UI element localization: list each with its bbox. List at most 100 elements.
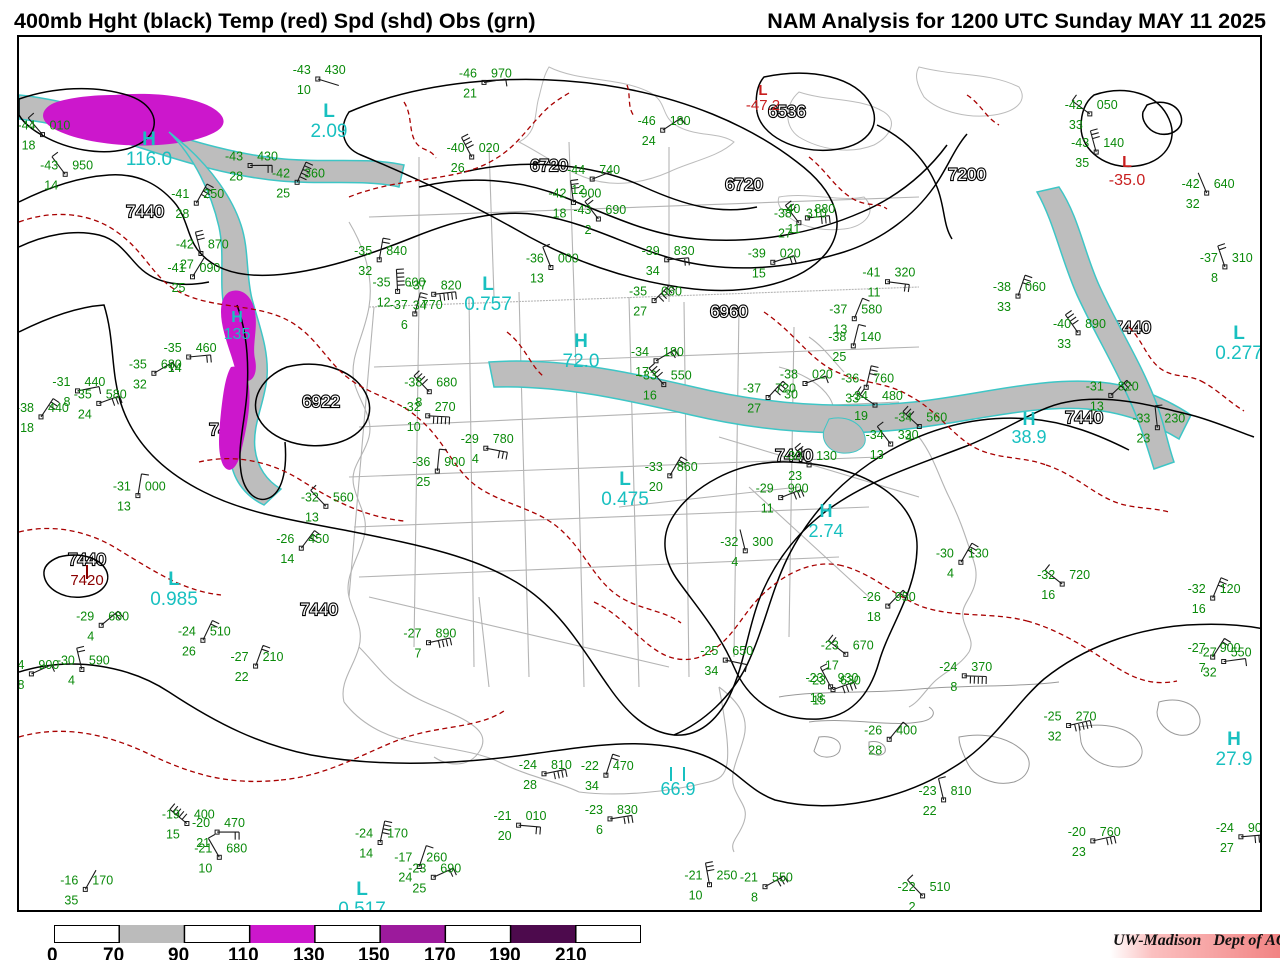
svg-text:-37: -37 — [390, 298, 408, 312]
svg-text:33: 33 — [997, 300, 1011, 314]
svg-text:18: 18 — [22, 139, 36, 153]
svg-text:-35: -35 — [373, 275, 391, 289]
svg-text:690: 690 — [605, 203, 626, 217]
svg-text:-25: -25 — [700, 644, 718, 658]
svg-text:-32: -32 — [301, 490, 319, 504]
svg-text:430: 430 — [325, 63, 346, 77]
svg-text:L: L — [482, 274, 494, 295]
svg-text:060: 060 — [661, 285, 682, 299]
svg-text:780: 780 — [493, 432, 514, 446]
svg-text:-38: -38 — [774, 207, 792, 221]
svg-text:-42: -42 — [1182, 177, 1200, 191]
svg-text:0.985: 0.985 — [150, 589, 198, 610]
svg-text:840: 840 — [386, 244, 407, 258]
svg-text:470: 470 — [613, 759, 634, 773]
svg-text:-22: -22 — [581, 759, 599, 773]
svg-text:-24: -24 — [19, 658, 24, 672]
svg-text:8: 8 — [751, 891, 758, 905]
svg-text:16: 16 — [643, 389, 657, 403]
svg-text:810: 810 — [551, 758, 572, 772]
svg-text:-35: -35 — [629, 285, 647, 299]
svg-text:13: 13 — [305, 510, 319, 524]
svg-text:11: 11 — [868, 286, 881, 300]
svg-text:-24: -24 — [178, 624, 196, 638]
svg-text:6922: 6922 — [302, 392, 340, 411]
svg-text:135: 135 — [224, 326, 251, 343]
svg-text:510: 510 — [210, 624, 231, 638]
svg-text:H: H — [231, 309, 243, 326]
svg-text:050: 050 — [1097, 98, 1118, 112]
svg-text:550: 550 — [671, 369, 692, 383]
svg-text:-34: -34 — [850, 389, 868, 403]
svg-text:12: 12 — [377, 295, 391, 309]
svg-text:4: 4 — [472, 452, 479, 466]
svg-text:560: 560 — [926, 411, 947, 425]
svg-text:830: 830 — [674, 244, 695, 258]
svg-text:4: 4 — [905, 431, 912, 445]
svg-text:-22: -22 — [898, 880, 916, 894]
svg-text:4: 4 — [68, 674, 75, 688]
svg-text:210: 210 — [263, 650, 284, 664]
svg-text:2: 2 — [909, 900, 916, 912]
svg-text:-46: -46 — [638, 114, 656, 128]
svg-text:15: 15 — [752, 266, 766, 280]
svg-text:-29: -29 — [461, 432, 479, 446]
svg-text:860: 860 — [677, 460, 698, 474]
svg-text:2.09: 2.09 — [311, 121, 348, 142]
svg-text:-43: -43 — [1071, 136, 1089, 150]
svg-text:0.517: 0.517 — [338, 899, 386, 912]
svg-text:-42: -42 — [1065, 98, 1083, 112]
svg-text:-16: -16 — [60, 873, 78, 887]
svg-text:320: 320 — [895, 266, 916, 280]
svg-text:-43: -43 — [293, 63, 311, 77]
svg-text:-44: -44 — [19, 119, 36, 133]
svg-text:32: 32 — [1048, 730, 1062, 744]
svg-text:66.9: 66.9 — [660, 779, 695, 799]
svg-text:8: 8 — [19, 678, 24, 692]
svg-text:-33: -33 — [645, 460, 663, 474]
svg-text:-32: -32 — [1188, 582, 1206, 596]
svg-text:440: 440 — [48, 401, 69, 415]
svg-text:950: 950 — [895, 590, 916, 604]
svg-text:H: H — [820, 501, 833, 521]
svg-text:760: 760 — [873, 371, 894, 385]
svg-text:-42: -42 — [272, 166, 290, 180]
svg-text:7440: 7440 — [300, 600, 338, 619]
svg-text:H: H — [1023, 409, 1036, 429]
svg-text:72.0: 72.0 — [563, 351, 600, 372]
svg-text:-44: -44 — [567, 163, 585, 177]
svg-text:890: 890 — [436, 627, 457, 641]
svg-text:-42: -42 — [176, 238, 194, 252]
svg-text:21: 21 — [463, 86, 477, 100]
svg-text:-34: -34 — [894, 411, 912, 425]
svg-text:090: 090 — [200, 261, 221, 275]
svg-text:000: 000 — [558, 252, 579, 266]
svg-text:25: 25 — [832, 350, 846, 364]
svg-text:-19: -19 — [162, 808, 180, 822]
svg-text:L: L — [356, 879, 368, 900]
svg-text:27: 27 — [633, 305, 647, 319]
svg-text:-29: -29 — [76, 609, 94, 623]
svg-text:-24: -24 — [939, 660, 957, 674]
svg-text:550: 550 — [1231, 646, 1252, 660]
svg-text:670: 670 — [853, 638, 874, 652]
svg-text:19: 19 — [854, 409, 868, 423]
svg-text:H: H — [142, 129, 156, 150]
svg-text:6960: 6960 — [710, 302, 748, 321]
svg-text:310: 310 — [806, 207, 827, 221]
svg-text:6: 6 — [596, 823, 603, 837]
svg-text:38.9: 38.9 — [1011, 427, 1046, 447]
svg-text:010: 010 — [50, 119, 71, 133]
svg-text:970: 970 — [491, 66, 512, 80]
svg-text:28: 28 — [229, 170, 243, 184]
svg-text:-36: -36 — [841, 371, 859, 385]
svg-text:820: 820 — [1118, 379, 1139, 393]
svg-text:15: 15 — [166, 828, 180, 842]
svg-text:300: 300 — [752, 535, 773, 549]
svg-text:900: 900 — [1248, 821, 1262, 835]
svg-text:35: 35 — [64, 893, 78, 907]
svg-text:28: 28 — [523, 778, 537, 792]
svg-text:-35: -35 — [74, 387, 92, 401]
svg-text:360: 360 — [304, 166, 325, 180]
svg-text:-24: -24 — [519, 758, 537, 772]
